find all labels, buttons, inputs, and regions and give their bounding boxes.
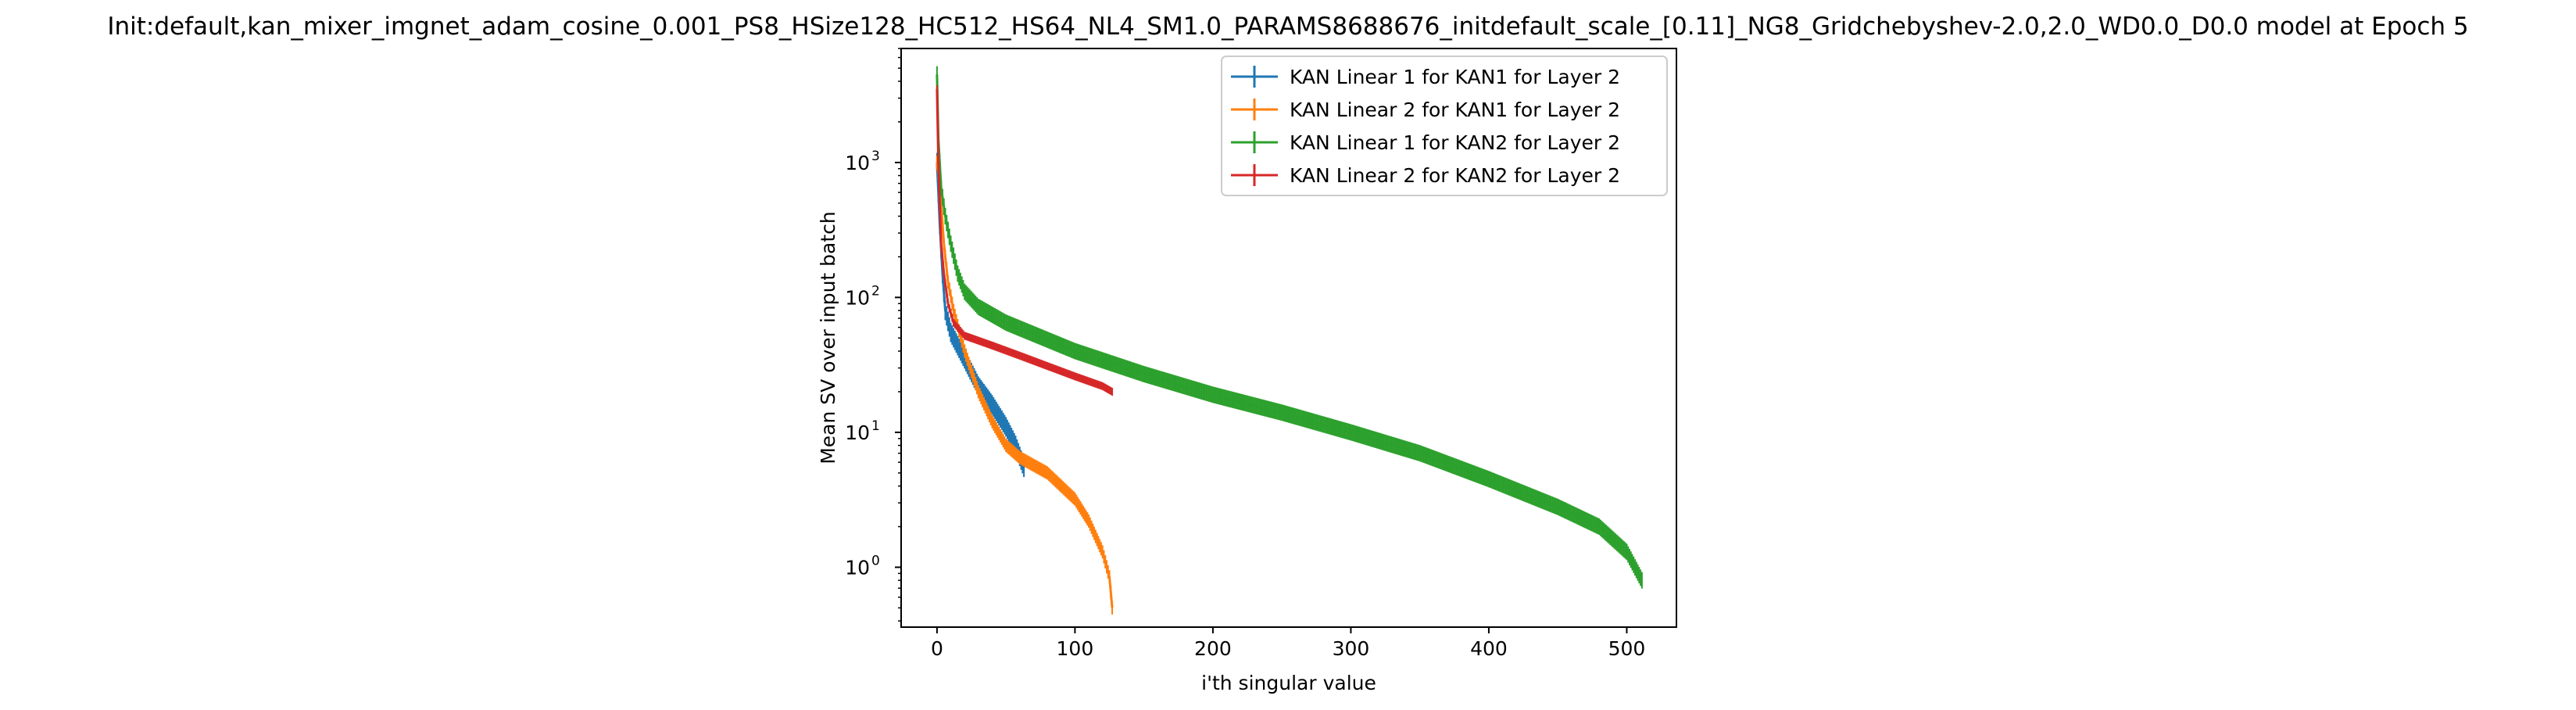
y-tick-exponent: 1	[871, 418, 880, 434]
x-tick-label: 300	[1333, 637, 1370, 660]
y-tick-exponent: 2	[871, 283, 880, 299]
series-line	[936, 88, 1113, 393]
series-2	[936, 156, 1114, 615]
series-line	[936, 162, 1114, 608]
y-tick-label: 10	[845, 556, 870, 579]
y-tick-label: 10	[845, 421, 870, 444]
y-tick-label: 10	[845, 152, 870, 174]
y-tick-exponent: 0	[871, 553, 880, 568]
series-4	[936, 84, 1114, 396]
x-tick-label: 400	[1470, 637, 1508, 660]
series-layer	[936, 66, 1644, 615]
x-tick-label: 100	[1057, 637, 1094, 660]
x-tick-label: 500	[1608, 637, 1646, 660]
legend-label: KAN Linear 1 for KAN1 for Layer 2	[1290, 66, 1620, 88]
series-line	[936, 74, 1644, 581]
legend-label: KAN Linear 1 for KAN2 for Layer 2	[1290, 131, 1620, 154]
legend-label: KAN Linear 2 for KAN1 for Layer 2	[1290, 99, 1620, 121]
legend: KAN Linear 1 for KAN1 for Layer 2 KAN Li…	[1221, 56, 1668, 196]
legend-frame	[1221, 56, 1668, 196]
legend-label: KAN Linear 2 for KAN2 for Layer 2	[1290, 164, 1620, 187]
x-tick-label: 200	[1194, 637, 1232, 660]
legend-entry: KAN Linear 2 for KAN2 for Layer 2	[1231, 164, 1620, 187]
y-tick-exponent: 3	[871, 149, 880, 164]
legend-entry: KAN Linear 2 for KAN1 for Layer 2	[1231, 99, 1620, 121]
legend-entry: KAN Linear 1 for KAN1 for Layer 2	[1231, 66, 1620, 88]
x-axis-label: i'th singular value	[1201, 672, 1376, 694]
legend-entry: KAN Linear 1 for KAN2 for Layer 2	[1231, 131, 1620, 154]
x-tick-label: 0	[931, 637, 943, 660]
y-tick-label: 10	[845, 286, 870, 309]
chart-title: Init:default,kan_mixer_imgnet_adam_cosin…	[107, 13, 2468, 41]
series-3	[936, 66, 1644, 589]
series-errorbars	[936, 66, 1643, 589]
y-axis-label: Mean SV over input batch	[817, 211, 839, 464]
